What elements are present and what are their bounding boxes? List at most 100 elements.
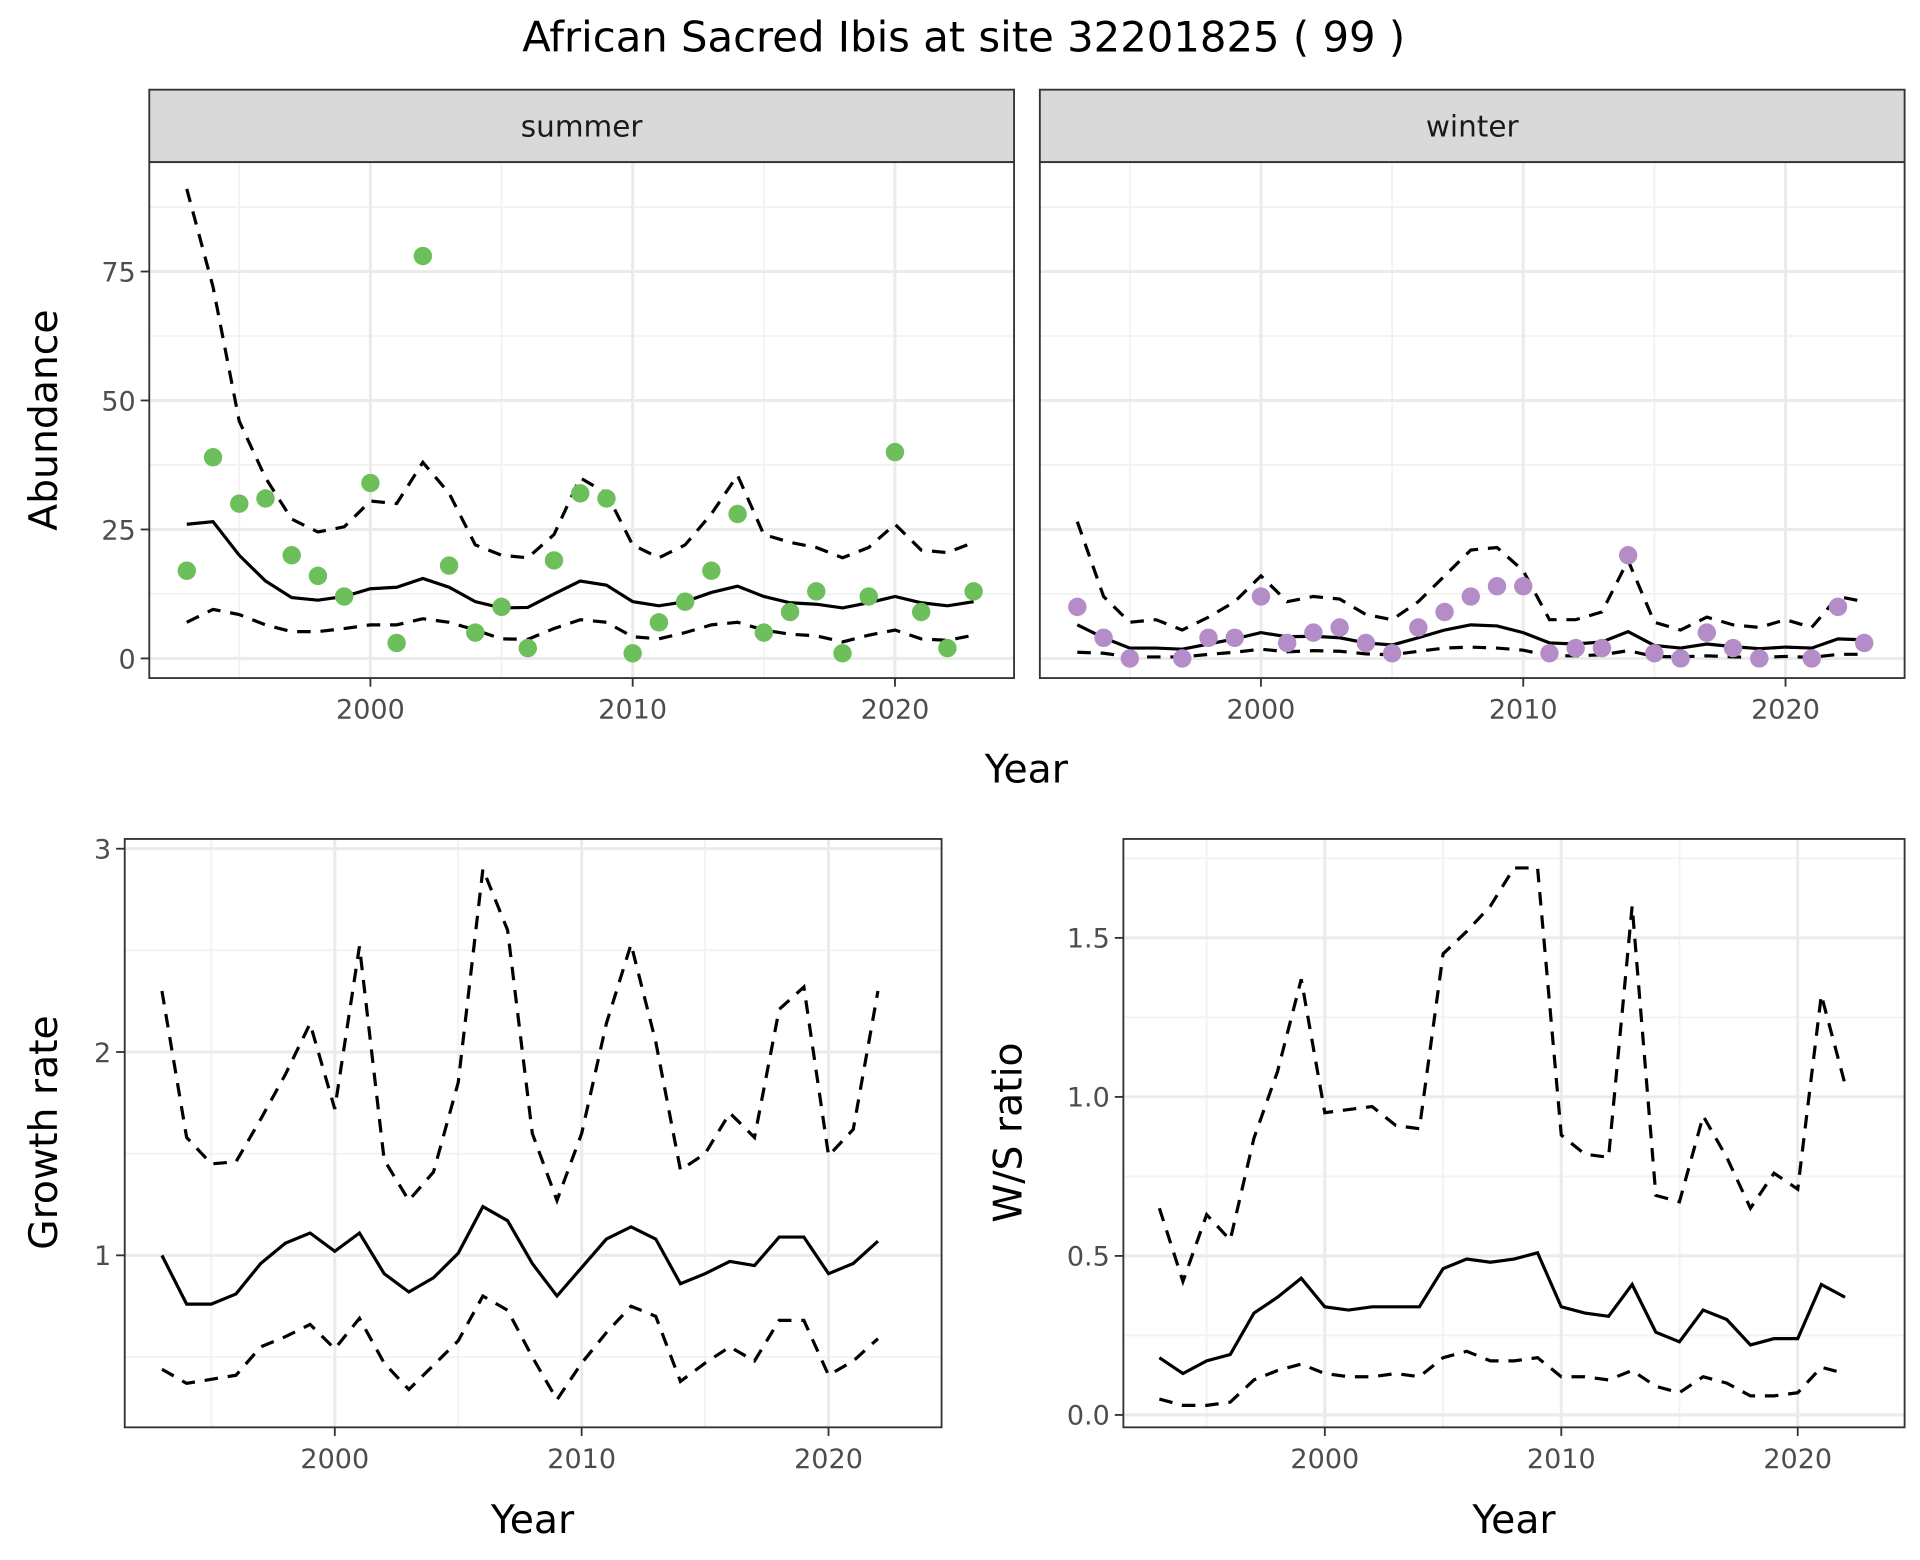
data-point xyxy=(1173,649,1192,668)
x-tick-label: 2010 xyxy=(547,1444,616,1475)
data-point xyxy=(282,546,301,565)
chart-title: African Sacred Ibis at site 32201825 ( 9… xyxy=(522,13,1405,62)
data-point xyxy=(911,602,931,622)
panel-border xyxy=(148,161,1015,679)
data-point xyxy=(780,602,800,622)
y-tick-label: 1.5 xyxy=(1067,924,1110,955)
data-point xyxy=(1409,618,1428,637)
data-point xyxy=(518,638,537,658)
panel-border xyxy=(1038,161,1906,679)
x-axis-label-ratio: Year xyxy=(1471,1498,1556,1543)
data-point xyxy=(1199,628,1218,648)
x-tick-label: 2000 xyxy=(1290,1444,1359,1475)
data-point xyxy=(387,633,406,653)
mean-line xyxy=(1158,1250,1846,1376)
data-point xyxy=(1697,623,1717,642)
data-point xyxy=(1618,546,1638,565)
data-point xyxy=(1094,628,1113,648)
data-point xyxy=(571,484,590,503)
data-point xyxy=(597,489,616,508)
x-axis-label-growth: Year xyxy=(490,1498,575,1543)
y-tick-label: 0.5 xyxy=(1067,1242,1110,1273)
x-tick-label: 2000 xyxy=(1227,695,1296,726)
data-point xyxy=(1120,649,1140,668)
data-point xyxy=(439,556,459,575)
x-tick-label: 2000 xyxy=(300,1444,369,1475)
mean-line xyxy=(186,520,974,610)
data-point xyxy=(256,489,275,508)
x-tick-label: 2020 xyxy=(1763,1444,1832,1475)
upper-bound-line xyxy=(1157,866,1847,1287)
y-tick-label: 0 xyxy=(119,644,136,675)
lower-bound-line xyxy=(186,607,974,644)
data-point xyxy=(885,442,905,462)
mean-line xyxy=(160,1204,880,1306)
x-tick-label: 2010 xyxy=(598,695,667,726)
y-tick-label: 2 xyxy=(94,1038,111,1069)
x-tick-label: 2010 xyxy=(1489,695,1558,726)
panel-ratio: 2000 2010 2020 0.0 0.5 1.0 1.5 xyxy=(1067,838,1906,1475)
panel-summer: 2000 2010 2020 0 25 50 75 xyxy=(101,161,1015,726)
x-tick-label: 2020 xyxy=(861,695,930,726)
y-axis-label-ratio: W/S ratio xyxy=(986,1042,1031,1222)
data-point xyxy=(649,613,669,632)
strip-winter xyxy=(1038,88,1906,164)
data-point xyxy=(413,246,433,266)
data-point xyxy=(938,638,957,658)
data-point xyxy=(492,597,511,617)
data-point xyxy=(203,448,223,467)
data-point xyxy=(544,551,564,570)
x-tick-label: 2020 xyxy=(1751,695,1820,726)
y-axis-label-growth: Growth rate xyxy=(22,1015,67,1250)
data-point xyxy=(466,623,485,642)
data-point xyxy=(964,582,983,601)
data-point xyxy=(1277,633,1297,653)
data-point xyxy=(177,561,197,580)
data-point xyxy=(1645,644,1664,663)
data-point xyxy=(754,623,774,642)
panel-border xyxy=(123,838,943,1429)
x-tick-label: 2020 xyxy=(794,1444,863,1475)
y-tick-label: 1 xyxy=(94,1241,111,1272)
y-tick-label: 50 xyxy=(101,386,135,417)
panel-winter: 2000 2010 2020 xyxy=(1038,161,1906,726)
strip-label-summer: summer xyxy=(521,109,644,143)
data-point xyxy=(1461,587,1480,606)
data-point xyxy=(702,561,721,580)
data-point xyxy=(1487,577,1507,596)
data-point xyxy=(1356,633,1376,653)
data-point xyxy=(1382,644,1402,663)
data-point xyxy=(807,582,826,601)
data-point xyxy=(1566,638,1585,658)
strip-summer xyxy=(148,88,1015,164)
strip-label-winter: winter xyxy=(1426,109,1520,143)
data-point xyxy=(1802,649,1821,668)
data-point xyxy=(1304,623,1323,642)
data-point xyxy=(1330,618,1349,637)
y-axis-label-abundance: Abundance xyxy=(22,309,67,530)
data-point xyxy=(1723,638,1743,658)
upper-bound-line xyxy=(1075,521,1865,632)
y-tick-label: 3 xyxy=(94,835,111,866)
data-point xyxy=(675,592,695,611)
upper-bound-line xyxy=(185,188,975,560)
lower-bound-line xyxy=(1158,1349,1846,1407)
panel-growth: 2000 2010 2020 1 2 3 xyxy=(94,835,943,1475)
x-axis-label-top: Year xyxy=(984,747,1069,792)
data-point xyxy=(623,644,642,663)
data-point xyxy=(1750,649,1769,668)
data-point xyxy=(728,504,747,524)
y-tick-label: 25 xyxy=(101,515,135,546)
x-tick-label: 2000 xyxy=(336,695,405,726)
x-tick-label: 2010 xyxy=(1527,1444,1596,1475)
y-tick-label: 75 xyxy=(101,257,135,288)
data-point xyxy=(1514,577,1533,596)
y-tick-label: 1.0 xyxy=(1067,1083,1110,1114)
data-point xyxy=(361,473,380,493)
data-point xyxy=(1671,649,1690,668)
data-point xyxy=(859,587,878,606)
data-point xyxy=(833,644,852,663)
data-point xyxy=(334,587,354,606)
